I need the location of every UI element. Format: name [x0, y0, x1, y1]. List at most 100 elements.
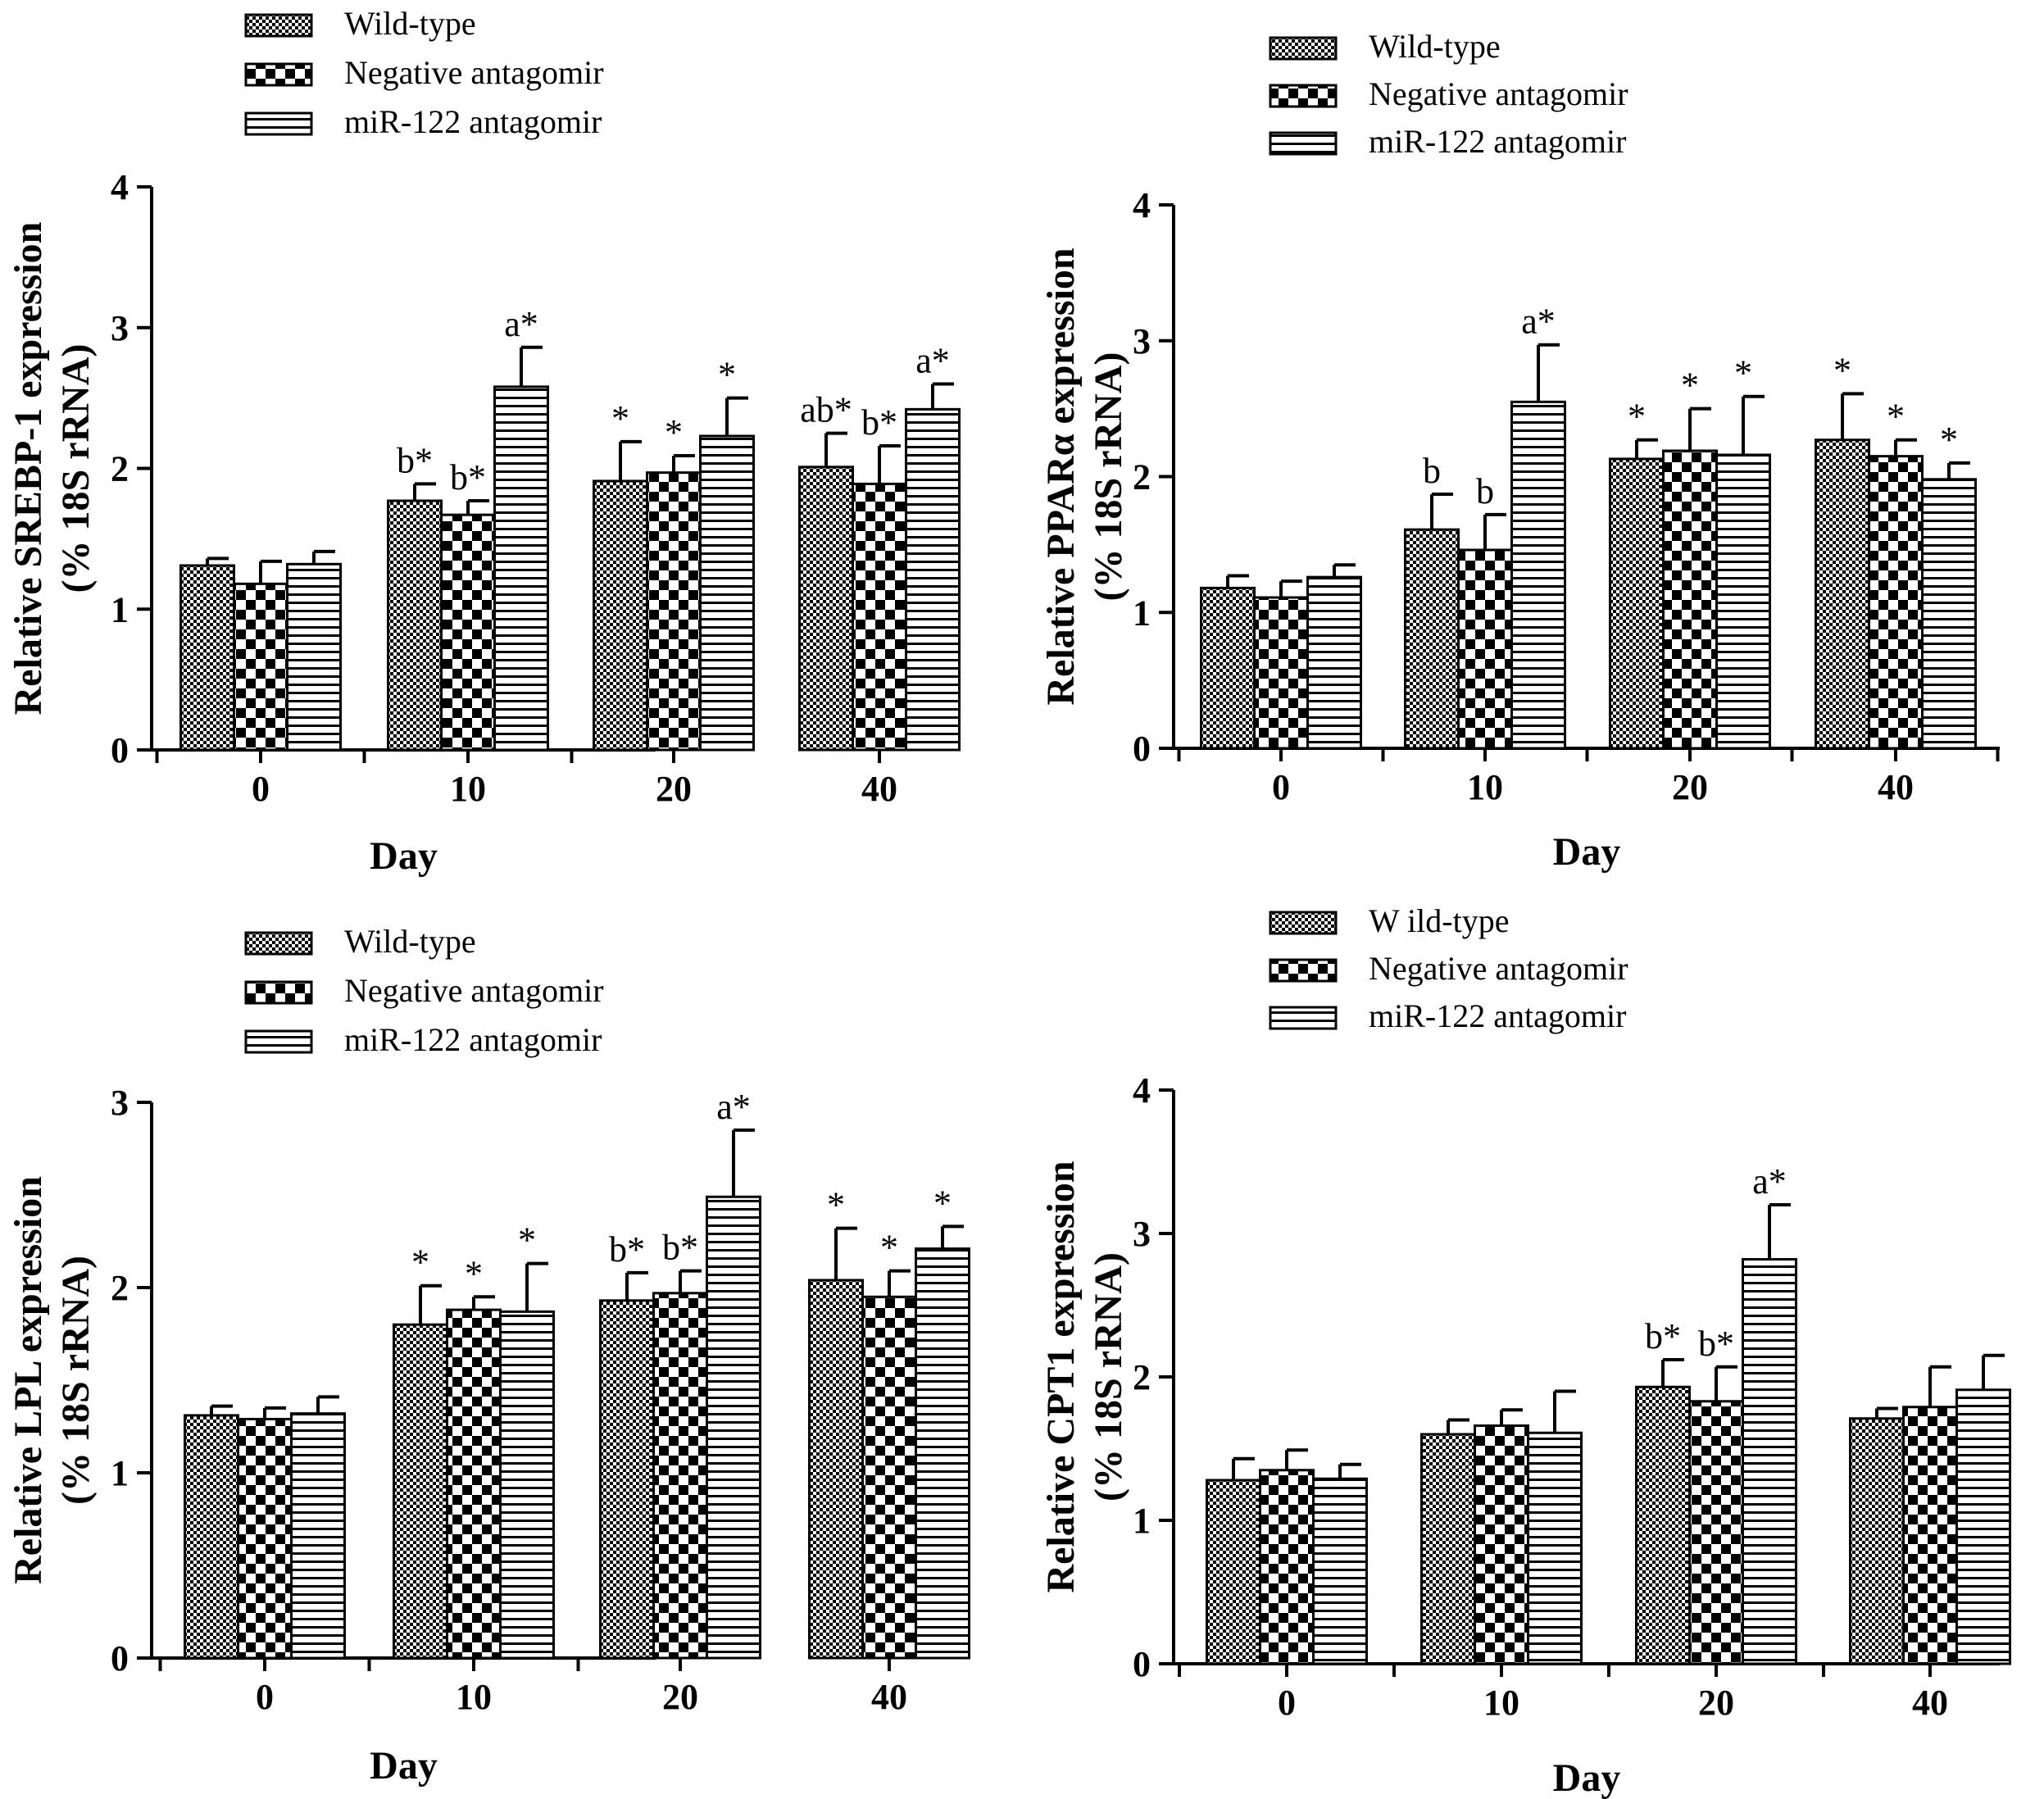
- y-tick-label: 0: [1133, 729, 1151, 769]
- x-axis-label: Day: [370, 834, 438, 878]
- y-tick-label: 1: [1133, 1501, 1151, 1541]
- x-tick-label: 20: [662, 1677, 698, 1717]
- legend-label: miR-122 antagomir: [1369, 997, 1626, 1034]
- bar: [1474, 1424, 1529, 1665]
- significance-label: *: [1628, 397, 1646, 437]
- y-tick-label: 0: [111, 730, 129, 770]
- x-tick-label: 40: [871, 1677, 907, 1717]
- bar: [915, 1247, 970, 1660]
- y-axis-label: Relative SREBP-1 expression: [7, 222, 50, 716]
- bar: [440, 513, 496, 752]
- bar: [1955, 1388, 2011, 1665]
- y-tick-label: 4: [1133, 1070, 1151, 1111]
- significance-label: *: [1833, 350, 1851, 390]
- x-tick-label: 0: [1272, 767, 1290, 807]
- significance-label: *: [933, 1183, 952, 1223]
- bar: [599, 1299, 655, 1660]
- bar: [1902, 1406, 1958, 1665]
- bar: [593, 479, 648, 752]
- significance-label: *: [1887, 397, 1905, 437]
- legend-label: miR-122 antagomir: [344, 103, 602, 140]
- bar: [1609, 457, 1665, 750]
- bar: [237, 1417, 293, 1660]
- y-tick-label: 3: [1133, 1214, 1151, 1254]
- x-tick-label: 0: [256, 1677, 274, 1717]
- y-axis-label: (% 18S rRNA): [1087, 1252, 1130, 1501]
- legend-label: Negative antagomir: [344, 972, 604, 1009]
- y-tick-label: 3: [111, 308, 129, 348]
- significance-label: b: [1423, 451, 1441, 491]
- bar: [1457, 548, 1513, 750]
- y-axis-label: Relative CPT1 expression: [1039, 1161, 1083, 1592]
- significance-label: *: [880, 1228, 898, 1268]
- significance-label: *: [1681, 366, 1699, 406]
- x-tick-label: 0: [1278, 1683, 1296, 1723]
- y-tick-label: 1: [111, 589, 129, 629]
- legend-label: W ild-type: [1369, 902, 1509, 939]
- significance-label: *: [1940, 420, 1958, 460]
- bar: [179, 564, 235, 752]
- y-tick-label: 2: [1133, 1357, 1151, 1397]
- legend-label: Wild-type: [1369, 28, 1501, 65]
- bar: [905, 407, 961, 752]
- legend-swatch: [1269, 958, 1338, 983]
- legend-swatch: [1269, 911, 1338, 935]
- y-axis-label: Relative LPL expression: [7, 1176, 50, 1584]
- legend-label: Wild-type: [344, 5, 476, 42]
- x-tick-label: 10: [1483, 1683, 1519, 1723]
- y-tick-label: 0: [111, 1638, 129, 1679]
- bar: [1306, 575, 1362, 750]
- legend-swatch: [244, 931, 313, 956]
- significance-label: b*: [1645, 1316, 1681, 1356]
- bar: [233, 582, 288, 752]
- chart-panel-top-left: Wild-type Negative antagomir miR-122 antag…: [7, 5, 961, 878]
- bar: [1815, 438, 1870, 750]
- legend-label: miR-122 antagomir: [344, 1021, 602, 1058]
- significance-label: a*: [1521, 302, 1556, 342]
- bar: [446, 1308, 502, 1660]
- chart-panel-bottom-left: Wild-type Negative antagomir miR-122 antag…: [7, 923, 970, 1788]
- bar: [852, 482, 907, 752]
- significance-label: *: [1734, 353, 1752, 393]
- significance-label: *: [718, 355, 736, 395]
- y-tick-label: 1: [111, 1453, 129, 1493]
- significance-label: *: [827, 1185, 845, 1225]
- legend-swatch: [244, 13, 313, 38]
- significance-label: b: [1476, 471, 1494, 511]
- bar: [1312, 1477, 1368, 1665]
- significance-label: *: [465, 1253, 483, 1293]
- bar: [1253, 596, 1309, 750]
- x-axis-label: Day: [1553, 1756, 1621, 1799]
- bar: [1868, 455, 1924, 750]
- bar: [393, 1323, 448, 1660]
- x-tick-label: 10: [456, 1677, 492, 1717]
- bar: [798, 466, 854, 752]
- bar: [706, 1195, 761, 1660]
- legend-swatch: [1269, 1006, 1338, 1030]
- bar: [1921, 478, 1977, 750]
- y-tick-label: 1: [1133, 593, 1151, 633]
- bar: [652, 1292, 708, 1660]
- bar: [1404, 528, 1460, 750]
- significance-label: *: [411, 1242, 429, 1283]
- legend-label: Negative antagomir: [1369, 950, 1628, 987]
- x-axis-label: Day: [1553, 830, 1621, 874]
- chart-panel-top-right: Wild-type Negative antagomir miR-122 antag…: [1039, 28, 2000, 874]
- significance-label: b*: [662, 1228, 698, 1268]
- bar: [1715, 453, 1771, 750]
- x-tick-label: 40: [1912, 1683, 1948, 1723]
- legend-label: Negative antagomir: [344, 54, 604, 91]
- y-tick-label: 4: [1133, 185, 1151, 225]
- chart-panel-bottom-right: W ild-type Negative antagomir miR-122 anta…: [1039, 902, 2011, 1799]
- significance-label: a*: [504, 304, 538, 344]
- bar: [1849, 1417, 1905, 1665]
- y-axis-label: (% 18S rRNA): [1087, 352, 1130, 602]
- bar: [1510, 400, 1566, 750]
- y-tick-label: 4: [111, 167, 129, 207]
- significance-label: b*: [397, 440, 433, 480]
- legend-label: miR-122 antagomir: [1369, 123, 1626, 160]
- significance-label: a*: [1752, 1161, 1787, 1202]
- significance-label: *: [665, 412, 683, 452]
- bar: [493, 385, 549, 752]
- x-tick-label: 0: [252, 769, 270, 809]
